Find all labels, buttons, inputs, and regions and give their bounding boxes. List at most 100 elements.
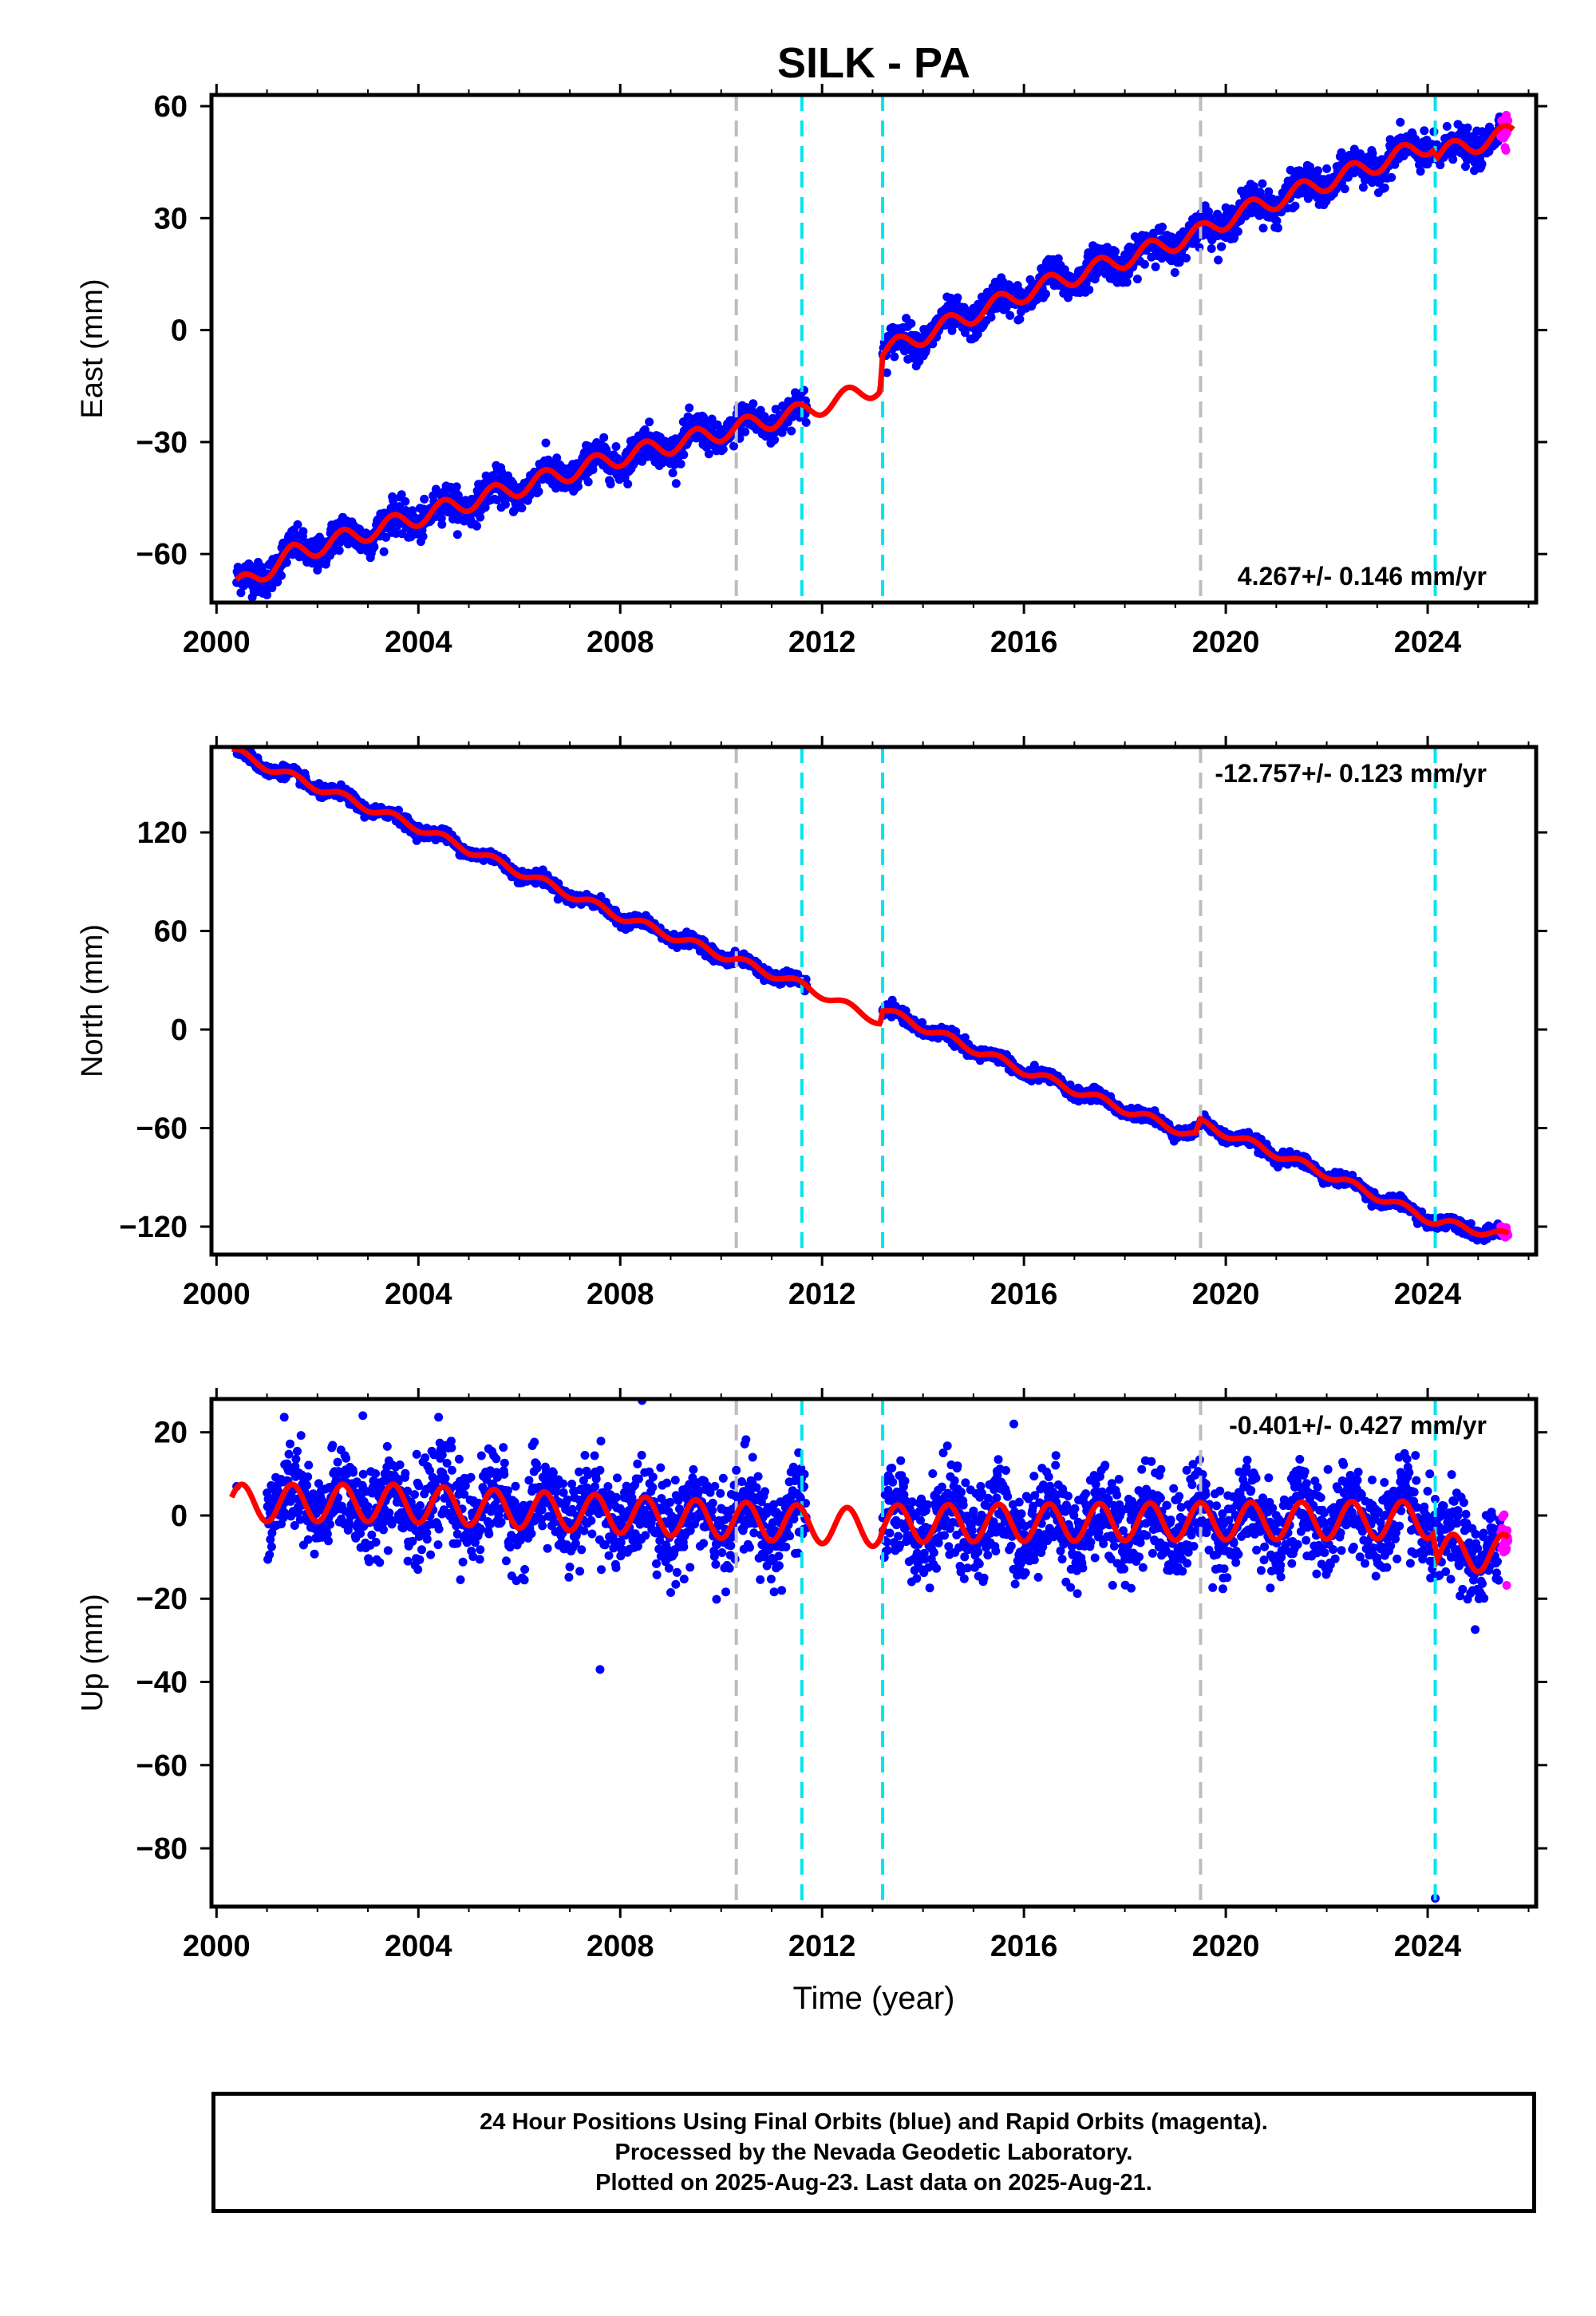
data-point (787, 426, 796, 436)
data-point (1170, 268, 1179, 277)
x-tick-label: 2008 (587, 626, 654, 659)
data-point (718, 445, 728, 454)
data-point (552, 453, 562, 463)
y-tick-label: 30 (154, 202, 188, 235)
data-point (1448, 155, 1458, 164)
data-point (1272, 216, 1282, 226)
data-point (574, 482, 583, 491)
data-point (770, 435, 780, 445)
data-point (1463, 123, 1472, 132)
data-point (418, 532, 428, 541)
data-point (1485, 122, 1494, 132)
data-point (953, 293, 962, 302)
data-point (611, 442, 621, 451)
data-point (389, 496, 398, 505)
data-point (704, 449, 713, 459)
x-tick-label: 2004 (385, 626, 452, 659)
x-tick-label: 2000 (183, 626, 251, 659)
data-point (1258, 179, 1267, 188)
data-point (640, 425, 650, 434)
data-point (1442, 121, 1452, 131)
model-curve (234, 122, 1515, 583)
data-point (1122, 278, 1132, 287)
data-point (480, 503, 490, 512)
data-point (583, 477, 593, 487)
data-point (452, 530, 462, 539)
data-point (882, 368, 891, 377)
data-point (1420, 126, 1429, 136)
data-point (1380, 183, 1389, 192)
y-tick-label: −30 (136, 426, 188, 460)
data-point (369, 542, 379, 551)
data-point (676, 459, 685, 468)
x-tick-label: 2012 (788, 626, 856, 659)
data-point (679, 450, 689, 460)
data-point (1416, 167, 1425, 176)
data-point (420, 494, 429, 504)
y-axis-label: East (mm) (76, 279, 109, 418)
data-point (973, 330, 982, 339)
data-point (397, 490, 406, 500)
data-point (599, 433, 609, 442)
data-point (947, 326, 957, 335)
plot-area (232, 95, 1515, 603)
plot-area (231, 747, 1513, 1255)
rapid-point (1501, 145, 1511, 155)
data-point (452, 482, 461, 492)
data-point (472, 521, 481, 531)
data-point (749, 399, 758, 409)
data-point (437, 520, 447, 529)
data-point (1053, 254, 1063, 263)
data-point (1340, 184, 1349, 194)
data-point (1322, 164, 1332, 173)
north-panel: 2000 2004 2008 2012 2016 2020 2024−120−6006012… (76, 736, 1547, 1311)
y-tick-label: 60 (154, 90, 188, 124)
data-point (1214, 255, 1223, 265)
data-point (685, 403, 694, 413)
data-point (381, 532, 391, 542)
data-point (401, 496, 410, 506)
data-point (541, 438, 551, 448)
data-point (1358, 183, 1368, 192)
data-point (1249, 182, 1258, 192)
data-point (1092, 269, 1102, 279)
rate-label: 4.267+/- 0.146 mm/yr (1238, 562, 1487, 591)
data-point (379, 547, 389, 556)
data-point (236, 588, 246, 598)
data-point (534, 487, 543, 496)
data-point (1207, 244, 1216, 253)
data-point (1368, 148, 1377, 158)
data-point (801, 417, 811, 427)
data-point (1132, 275, 1142, 284)
data-point (606, 480, 615, 488)
data-point (1436, 160, 1445, 170)
data-point (623, 480, 633, 488)
data-point (355, 524, 364, 534)
data-point (771, 405, 780, 414)
data-point (1084, 285, 1094, 294)
data-point (1387, 172, 1396, 182)
data-point (1175, 258, 1184, 267)
data-point (1151, 262, 1160, 271)
data-point (1158, 223, 1167, 231)
data-point (890, 352, 899, 362)
data-point (298, 527, 308, 536)
panels: 2000 2004 2008 2012 2016 2020 2024−60−3003060E… (76, 84, 1547, 2016)
data-point (741, 427, 750, 437)
data-point (1314, 166, 1322, 176)
data-point (1273, 223, 1282, 233)
chart-title: SILK - PA (777, 39, 970, 87)
data-point (334, 546, 344, 555)
data-point (273, 577, 282, 587)
data-point (500, 500, 510, 509)
data-point (1182, 253, 1191, 263)
data-point (707, 414, 717, 424)
y-tick-label: 0 (171, 314, 188, 348)
series-rapid-orbits (1496, 110, 1513, 155)
data-point (668, 468, 678, 478)
data-point (293, 520, 302, 529)
data-point (1233, 227, 1242, 236)
axes-frame (209, 93, 1539, 605)
data-point (1258, 223, 1268, 233)
